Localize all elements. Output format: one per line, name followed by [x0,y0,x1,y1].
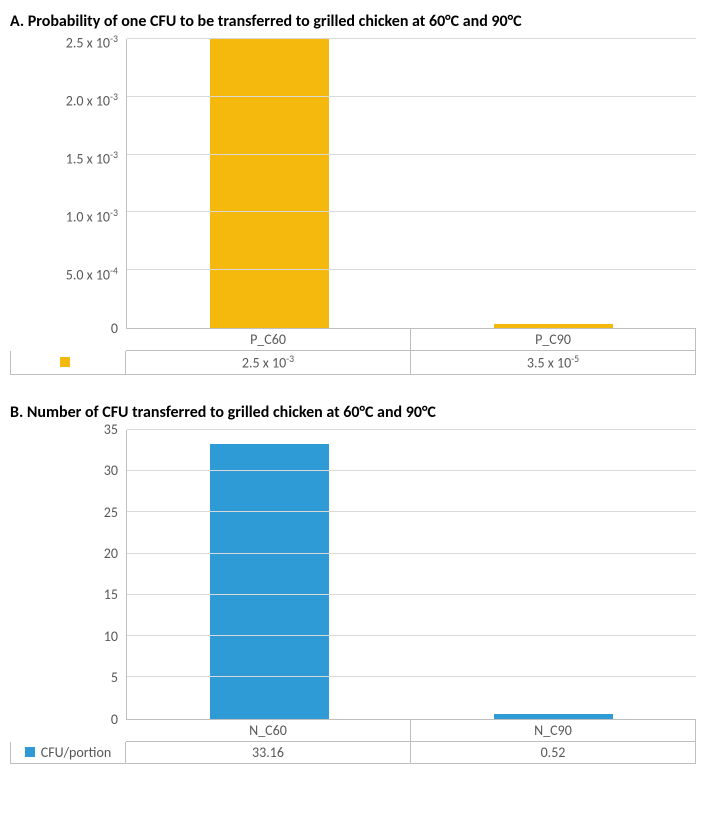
chart-a-value-label: 3.5 x 10-5 [411,351,696,375]
chart-b-gridline [127,553,696,554]
chart-a-category-label: P_C60 [126,329,411,351]
chart-b-bar [210,444,329,719]
chart-a-title: A. Probability of one CFU to be transfer… [10,12,696,31]
chart-a-legend-cell [10,351,126,375]
chart-b-y-axis: 35302520151050 [10,430,126,720]
chart-a-gridline [127,38,696,39]
chart-b-section: B. Number of CFU transferred to grilled … [10,403,696,764]
chart-b-gridline [127,429,696,430]
chart-a-body: 2.5 x 10-32.0 x 10-31.5 x 10-31.0 x 10-3… [10,39,696,329]
chart-a-table-head-blank [10,329,126,351]
chart-b-legend-swatch-icon [25,747,35,757]
chart-b-bar-slot [412,430,697,719]
chart-b-body: 35302520151050 [10,430,696,720]
chart-b-gridline [127,511,696,512]
chart-a-plot-area [126,39,696,329]
chart-a-data-table: P_C60P_C902.5 x 10-33.5 x 10-5 [10,329,696,375]
chart-b-plot-area [126,430,696,720]
chart-b-category-label: N_C60 [126,720,411,742]
chart-b-gridline [127,635,696,636]
chart-b-gridline [127,594,696,595]
chart-a-category-label: P_C90 [411,329,696,351]
chart-b-category-label: N_C90 [411,720,696,742]
chart-b-legend-cell: CFU/portion [10,742,126,764]
chart-b-value-label: 33.16 [126,742,411,764]
chart-a-gridline [127,96,696,97]
chart-a-bar-slot [412,39,697,328]
chart-b-gridline [127,676,696,677]
chart-a-gridline [127,211,696,212]
chart-a-bar [494,324,613,328]
chart-a-section: A. Probability of one CFU to be transfer… [10,12,696,375]
chart-b-bar [494,714,613,718]
chart-a-bar [210,38,329,328]
chart-b-title: B. Number of CFU transferred to grilled … [10,403,696,422]
chart-b-gridline [127,470,696,471]
chart-a-y-axis: 2.5 x 10-32.0 x 10-31.5 x 10-31.0 x 10-3… [10,39,126,329]
chart-a-gridline [127,269,696,270]
chart-b-bars [127,430,696,719]
chart-b-data-table: N_C60N_C90 CFU/portion 33.160.52 [10,720,696,764]
chart-a-bars [127,39,696,328]
chart-b-bar-slot [127,430,412,719]
chart-a-legend-swatch-icon [60,357,70,367]
chart-a-gridline [127,154,696,155]
chart-a-value-label: 2.5 x 10-3 [126,351,411,375]
chart-a-bar-slot [127,39,412,328]
chart-b-table-head-blank [10,720,126,742]
chart-b-value-label: 0.52 [411,742,696,764]
chart-b-legend-label: CFU/portion [41,744,111,761]
